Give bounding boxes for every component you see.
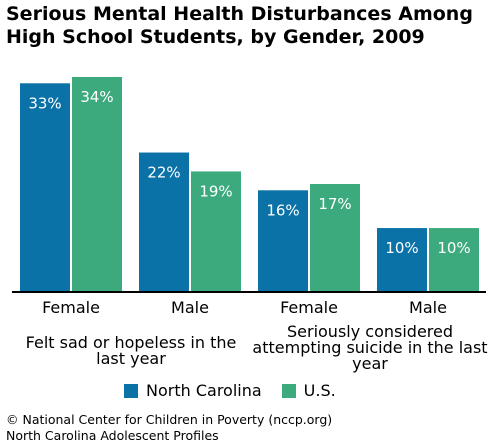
data-label: 34%: [80, 88, 113, 106]
bar-north-carolina-2: [258, 190, 308, 291]
x-tick-label: Female: [42, 298, 100, 317]
x-tick-label: Male: [171, 298, 209, 317]
data-label: 33%: [28, 94, 61, 112]
bar-u-s--3: [429, 228, 479, 291]
footer: © National Center for Children in Povert…: [6, 412, 332, 444]
data-label: 10%: [437, 239, 470, 257]
data-label: 19%: [199, 182, 232, 200]
bar-north-carolina-3: [377, 228, 427, 291]
legend-swatch-us: [281, 383, 296, 398]
x-tick-label: Female: [280, 298, 338, 317]
group-label-2: Seriously considered attempting suicide i…: [252, 322, 487, 373]
chart-legend: North Carolina U.S.: [124, 381, 356, 400]
legend-label-us: U.S.: [303, 381, 336, 400]
data-label: 16%: [266, 201, 299, 219]
legend-item-us: U.S.: [281, 381, 336, 400]
group-label-1: Felt sad or hopeless in the last year: [26, 333, 237, 368]
bar-north-carolina-0: [20, 83, 70, 291]
bar-u-s--0: [72, 77, 122, 291]
data-label: 10%: [385, 239, 418, 257]
legend-label-north-carolina: North Carolina: [146, 381, 262, 400]
legend-item-north-carolina: North Carolina: [124, 381, 262, 400]
data-label: 17%: [318, 195, 351, 213]
data-label: 22%: [147, 164, 180, 182]
legend-swatch-north-carolina: [124, 383, 138, 398]
bar-north-carolina-1: [139, 152, 189, 291]
bar-u-s--2: [310, 184, 360, 291]
chart-title: Serious Mental Health Disturbances Among…: [6, 3, 473, 48]
bar-u-s--1: [191, 171, 241, 291]
footer-source: North Carolina Adolescent Profiles: [6, 428, 219, 443]
footer-copyright: © National Center for Children in Povert…: [6, 412, 333, 427]
x-tick-label: Male: [409, 298, 447, 317]
